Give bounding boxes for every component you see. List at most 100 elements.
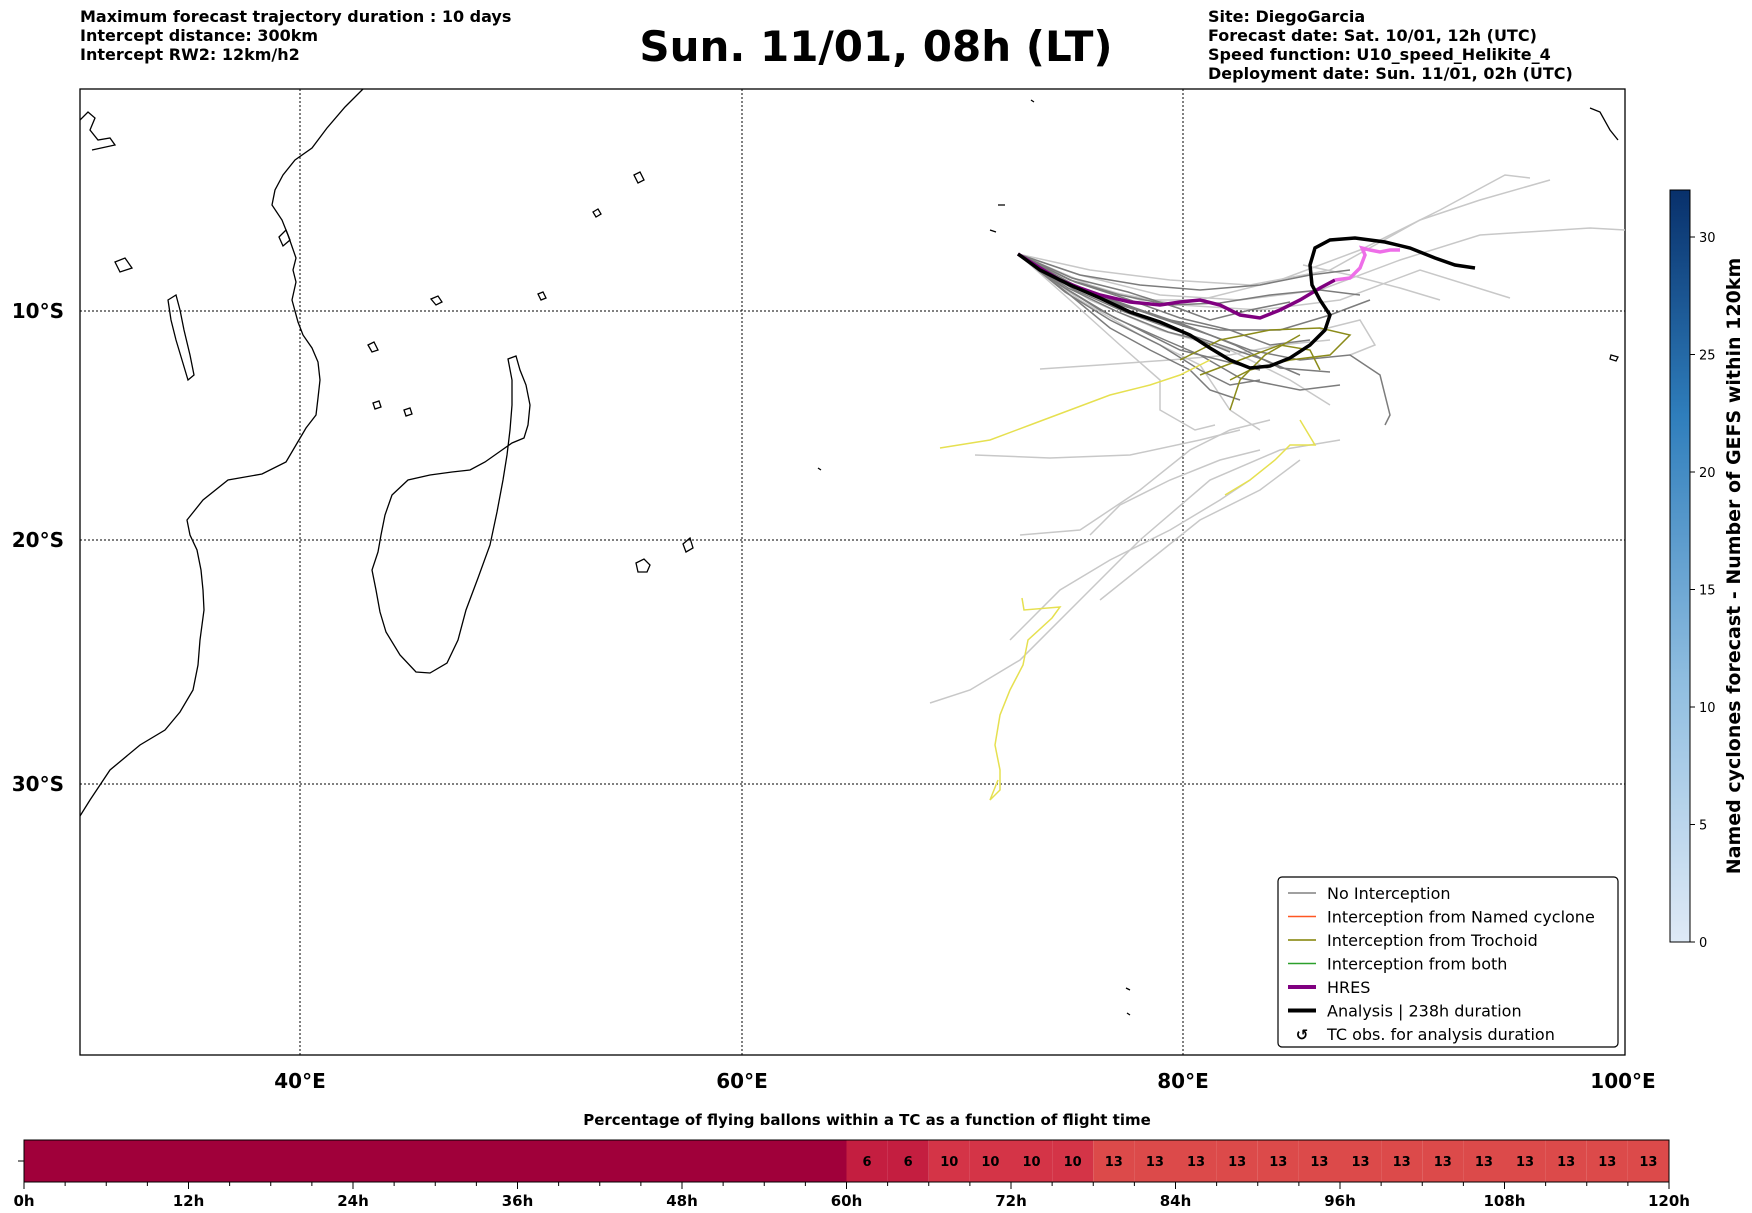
timebar-cell-value: 6 <box>863 1155 872 1170</box>
timebar-tick-label: 24h <box>337 1192 369 1210</box>
timebar-cell-value: 13 <box>1269 1155 1287 1170</box>
timebar-tick-label: 36h <box>502 1192 534 1210</box>
timebar-cell-value: 13 <box>1393 1155 1411 1170</box>
zanzibar-coastline <box>278 228 291 248</box>
timebar-cell <box>1052 1140 1094 1182</box>
timebar-cell <box>1175 1140 1217 1182</box>
timebar-cell <box>24 1140 847 1182</box>
header-left-line: Maximum forecast trajectory duration : 1… <box>80 7 512 26</box>
lat-tick-label: 10°S <box>12 299 64 323</box>
map-gridlines <box>80 89 1625 1055</box>
legend-label: Interception from both <box>1327 955 1507 974</box>
legend-box <box>1277 876 1619 1048</box>
horn-coastline <box>80 111 117 151</box>
trajectories-yellow <box>939 359 1317 801</box>
timebar-cell-value: 13 <box>1187 1155 1205 1170</box>
timebar-tick-label: 120h <box>1648 1192 1690 1210</box>
header-right-line: Site: DiegoGarcia <box>1208 7 1366 26</box>
legend-label: Interception from Trochoid <box>1327 931 1538 950</box>
header-right-line: Deployment date: Sun. 11/01, 02h (UTC) <box>1208 64 1573 83</box>
colorbar-label: Named cyclones forecast - Number of GEFS… <box>1723 258 1745 875</box>
colorbar-tick-label: 5 <box>1699 819 1707 834</box>
legend-label: Analysis | 238h duration <box>1327 1002 1522 1021</box>
maldives-dot <box>1030 99 1619 362</box>
timebar-cell <box>1298 1140 1340 1182</box>
colorbar-tick-label: 20 <box>1699 466 1716 481</box>
timebar-tick-label: 60h <box>831 1192 863 1210</box>
timebar-tick-label: 84h <box>1160 1192 1192 1210</box>
timebar-cell <box>887 1140 929 1182</box>
timebar-cell-value: 13 <box>1598 1155 1616 1170</box>
timebar-cell <box>1134 1140 1176 1182</box>
timebar-cell-value: 10 <box>981 1155 999 1170</box>
lat-tick-label: 30°S <box>12 772 64 796</box>
timebar-title: Percentage of flying ballons within a TC… <box>583 1111 1151 1129</box>
legend-symbol-icon: ↺ <box>1296 1026 1309 1044</box>
lat-tick-labels: 10°S 20°S 30°S <box>12 299 64 796</box>
legend-label: TC obs. for analysis duration <box>1326 1025 1555 1044</box>
legend-label: Interception from Named cyclone <box>1327 908 1595 927</box>
map-title: Sun. 11/01, 08h (LT) <box>639 22 1113 71</box>
timebar-cell-value: 10 <box>1064 1155 1082 1170</box>
timebar-cell <box>1422 1140 1464 1182</box>
cocos-islands <box>817 204 1005 471</box>
timebar-cell <box>1504 1140 1546 1182</box>
timebar-cell-value: 13 <box>1228 1155 1246 1170</box>
timebar-tick-label: 96h <box>1324 1192 1356 1210</box>
timebar-cell <box>1340 1140 1382 1182</box>
lat-tick-label: 20°S <box>12 528 64 552</box>
mascarene-plateau-islands <box>367 291 547 353</box>
timebar-cell <box>1093 1140 1135 1182</box>
chagos-island <box>1125 987 1131 1016</box>
timebar-cell-value: 13 <box>1146 1155 1164 1170</box>
comoros-islands <box>372 400 413 417</box>
header-right-info: Site: DiegoGarcia Forecast date: Sat. 10… <box>1208 7 1573 83</box>
timebar-cell-value: 6 <box>904 1155 913 1170</box>
seychelles-islands <box>592 171 645 218</box>
timebar-cell-value: 13 <box>1105 1155 1123 1170</box>
timebar-cell <box>1627 1140 1669 1182</box>
mauritius-coastline <box>635 558 651 573</box>
timebar-cell-value: 13 <box>1557 1155 1575 1170</box>
header-left-line: Intercept distance: 300km <box>80 26 319 45</box>
timebar-cell-value: 13 <box>1639 1155 1657 1170</box>
coastlines <box>80 89 1619 1016</box>
map-legend: No Interception Interception from Named c… <box>1277 876 1619 1048</box>
timebar-cell <box>969 1140 1011 1182</box>
header-right-line: Speed function: U10_speed_Helikite_4 <box>1208 45 1551 64</box>
colorbar: 0 5 10 15 20 25 30 Named cyclones forecast - N… <box>1669 189 1745 951</box>
timebar-cell-value: 10 <box>1023 1155 1041 1170</box>
legend-label: HRES <box>1327 978 1370 997</box>
timebar-cell <box>1545 1140 1587 1182</box>
lon-tick-label: 100°E <box>1590 1069 1655 1093</box>
timebar-cell <box>1463 1140 1505 1182</box>
madagascar-coastline <box>371 355 531 674</box>
timebar-tick-label: 0h <box>13 1192 34 1210</box>
timebar-tick-label: 12h <box>173 1192 205 1210</box>
colorbar-tick-label: 25 <box>1699 349 1716 364</box>
colorbar-tick-label: 0 <box>1699 936 1707 951</box>
timebar-cell <box>1257 1140 1299 1182</box>
timebar-tick-label: 108h <box>1484 1192 1526 1210</box>
lon-tick-labels: 40°E 60°E 80°E 100°E <box>274 1069 1655 1093</box>
lon-tick-label: 60°E <box>716 1069 768 1093</box>
header-left-info: Maximum forecast trajectory duration : 1… <box>80 7 511 64</box>
lon-tick-label: 40°E <box>274 1069 326 1093</box>
colorbar-tick-label: 10 <box>1699 701 1716 716</box>
africa-coastline <box>80 89 364 817</box>
timebar-cell <box>1011 1140 1053 1182</box>
header-left-line: Intercept RW2: 12km/h2 <box>80 45 300 64</box>
timebar-cell-value: 13 <box>1434 1155 1452 1170</box>
timebar-cell-value: 13 <box>1475 1155 1493 1170</box>
timebar-cell-value: 13 <box>1310 1155 1328 1170</box>
timebar-cell <box>1216 1140 1258 1182</box>
colorbar-scale <box>1669 189 1691 943</box>
reunion-coastline <box>682 536 694 553</box>
timebar-tick-label: 48h <box>666 1192 698 1210</box>
timebar-cell-value: 13 <box>1352 1155 1370 1170</box>
sumatra-coast <box>1589 107 1619 141</box>
lake-coast <box>167 293 195 382</box>
timebar-cell <box>846 1140 888 1182</box>
hres-trajectory-tail <box>1334 245 1400 282</box>
